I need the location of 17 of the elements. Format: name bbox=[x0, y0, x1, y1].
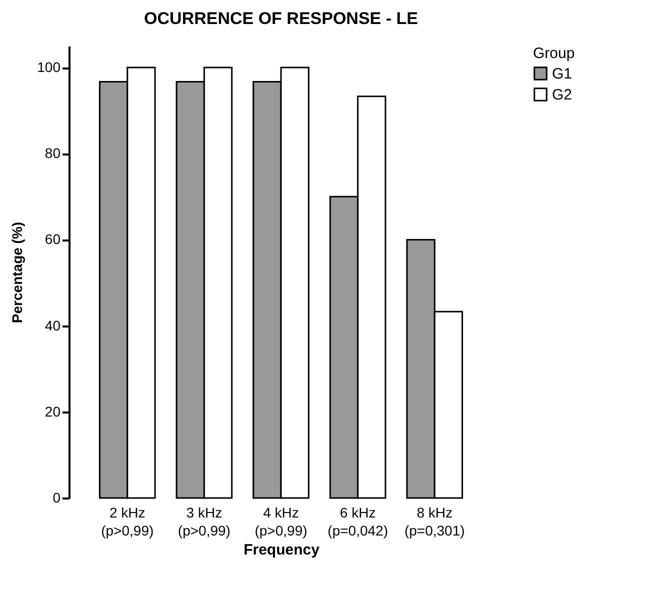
y-tick-label: 80 bbox=[44, 145, 61, 162]
chart-title: OCURRENCE OF RESPONSE - LE bbox=[144, 9, 418, 28]
legend-label: G2 bbox=[552, 86, 572, 104]
x-tick-label: 8 kHz (p=0,301) bbox=[404, 504, 465, 538]
legend-label: G1 bbox=[552, 66, 572, 82]
y-axis-title: Percentage (%) bbox=[9, 222, 26, 324]
y-tick-label: 100 bbox=[37, 59, 61, 76]
y-tick-label: 20 bbox=[44, 403, 61, 420]
y-tick-label: 60 bbox=[44, 231, 61, 248]
y-tick-label: 0 bbox=[52, 490, 61, 506]
x-tick-label: 2 kHz (p>0,99) bbox=[101, 504, 154, 538]
x-axis-title: Frequency bbox=[244, 542, 320, 558]
legend-title: Group bbox=[533, 45, 575, 62]
x-tick-label: 4 kHz (p>0,99) bbox=[254, 504, 308, 538]
y-tick-label: 40 bbox=[44, 317, 61, 334]
x-tick-label: 3 kHz (p>0,99) bbox=[178, 504, 230, 538]
x-tick-label: 6 kHz (p=0,042) bbox=[328, 504, 388, 538]
